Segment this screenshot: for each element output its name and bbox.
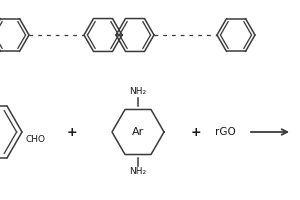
Text: CHO: CHO (25, 136, 45, 144)
Text: +: + (191, 126, 201, 138)
Text: NH₂: NH₂ (129, 168, 147, 176)
Text: +: + (67, 126, 77, 138)
Text: Ar: Ar (132, 127, 144, 137)
Text: rGO: rGO (214, 127, 236, 137)
Text: NH₂: NH₂ (129, 88, 147, 97)
